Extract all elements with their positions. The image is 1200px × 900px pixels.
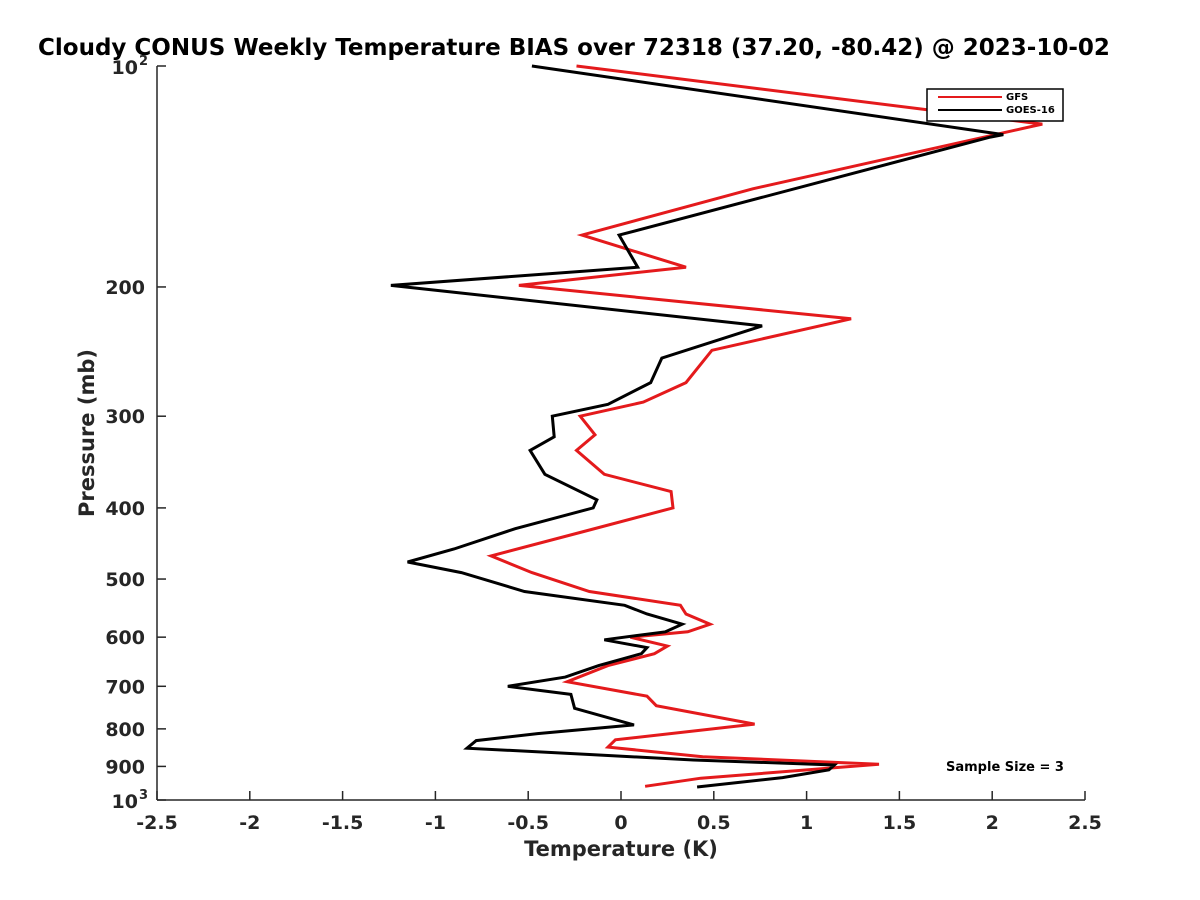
legend: GFS GOES-16	[926, 88, 1064, 122]
x-tick-label: -2	[239, 812, 260, 834]
series-line-gfs	[486, 64, 1043, 788]
x-tick-label: -2.5	[136, 812, 178, 834]
y-axis-label: Pressure (mb)	[75, 349, 99, 517]
sample-size-annotation: Sample Size = 3	[946, 760, 1064, 775]
series-layer	[390, 64, 1043, 789]
y-tick-label: 500	[105, 569, 145, 591]
x-tick-label: -1.5	[322, 812, 364, 834]
legend-label-gfs: GFS	[1006, 92, 1028, 103]
legend-box	[926, 88, 1064, 122]
y-tick-label: 400	[105, 498, 145, 520]
x-axis-label: Temperature (K)	[524, 837, 718, 861]
x-tick-label: 2.5	[1068, 812, 1102, 834]
y-tick-label: 800	[105, 719, 145, 741]
x-tick-label: -1	[425, 812, 446, 834]
y-tick-label: 10	[112, 57, 138, 79]
x-tick-label: 1	[800, 812, 813, 834]
x-axis-ticks: -2.5 -2 -1.5 -1 -0.5 0 0.5 1 1.5 2 2.5	[136, 791, 1102, 834]
y-tick-label: 700	[105, 676, 145, 698]
x-tick-label: 1.5	[883, 812, 917, 834]
x-tick-label: 0.5	[697, 812, 731, 834]
y-tick-exponent: 2	[139, 54, 148, 69]
y-tick-label: 900	[105, 756, 145, 778]
x-tick-label: 2	[986, 812, 999, 834]
y-tick-label: 10	[112, 791, 138, 813]
legend-label-goes16: GOES-16	[1006, 105, 1055, 116]
y-tick-label: 200	[105, 277, 145, 299]
y-tick-exponent: 3	[139, 788, 148, 803]
x-tick-label: 0	[614, 812, 627, 834]
y-tick-label: 600	[105, 627, 145, 649]
series-line-goes16	[390, 64, 1004, 789]
y-tick-label: 300	[105, 406, 145, 428]
x-tick-label: -0.5	[507, 812, 549, 834]
chart-title: Cloudy CONUS Weekly Temperature BIAS ove…	[38, 35, 1110, 61]
